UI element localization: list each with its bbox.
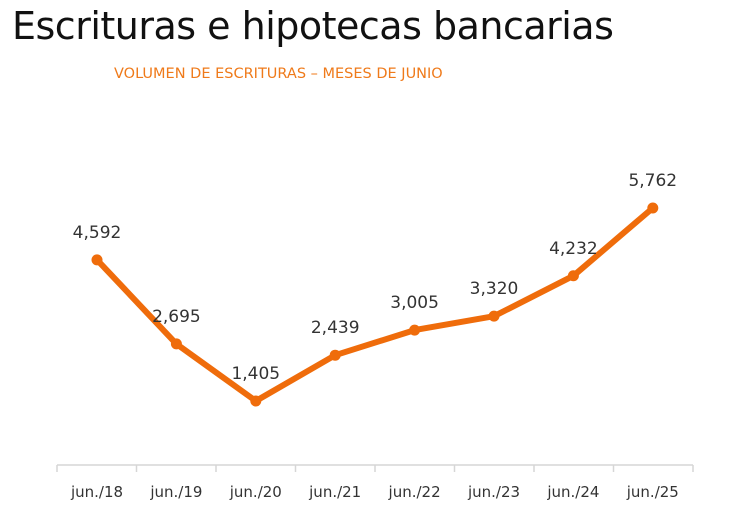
x-tick-label: jun./20	[229, 483, 282, 501]
data-point	[250, 395, 262, 407]
data-label: 5,762	[628, 171, 677, 191]
data-label: 2,439	[311, 318, 360, 338]
x-tick-labels: jun./18 jun./19 jun./20 jun./21 jun./22 jun./…	[70, 483, 679, 501]
x-tick-label: jun./22	[388, 483, 441, 501]
x-tick-label: jun./23	[467, 483, 520, 501]
chart-subtitle: VOLUMEN DE ESCRITURAS – MESES DE JUNIO	[114, 66, 443, 82]
data-label: 2,695	[152, 307, 201, 327]
x-axis-ticks	[56, 465, 694, 472]
x-tick-label: jun./24	[546, 483, 599, 501]
x-tick-label: jun./21	[308, 483, 361, 501]
data-label: 3,320	[470, 279, 519, 299]
data-labels: 4,592 2,695 1,405 2,439 3,005 3,320 4,232 5,762	[73, 171, 677, 384]
page-title: Escrituras e hipotecas bancarias	[12, 4, 614, 48]
x-tick-label: jun./19	[149, 483, 202, 501]
data-point	[567, 270, 579, 282]
data-point	[647, 202, 659, 214]
data-point	[409, 324, 421, 336]
x-tick-label: jun./18	[70, 483, 123, 501]
data-label: 4,232	[549, 239, 598, 259]
data-label: 1,405	[231, 364, 280, 384]
data-point	[170, 338, 182, 350]
data-points	[91, 202, 659, 407]
data-label: 3,005	[390, 293, 439, 313]
x-tick-label: jun./25	[626, 483, 679, 501]
data-label: 4,592	[73, 223, 122, 243]
data-point	[488, 310, 500, 322]
data-point	[329, 349, 341, 361]
series-line	[94, 205, 656, 404]
data-point	[91, 254, 103, 266]
